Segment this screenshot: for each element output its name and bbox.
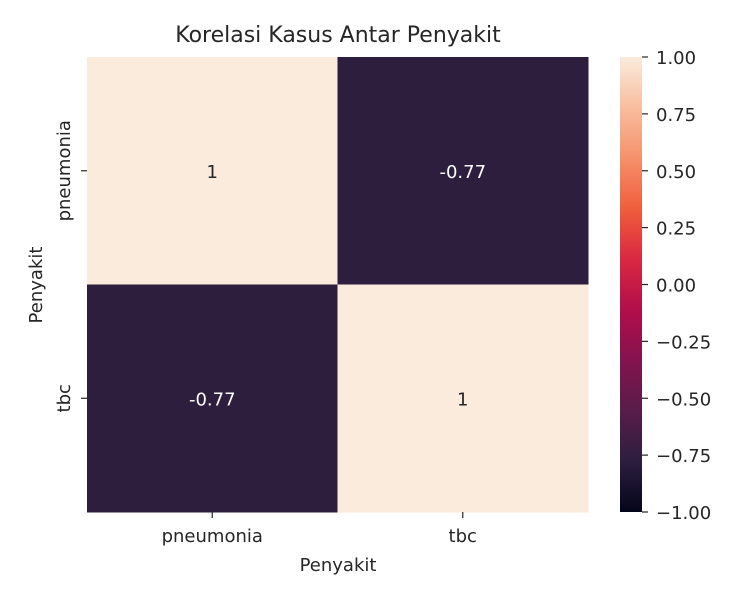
heatmap-cell (87, 284, 338, 513)
y-tick-label: pneumonia (54, 120, 75, 221)
colorbar-tick-label: 0.00 (656, 276, 696, 297)
heatmap-cells (87, 57, 589, 513)
heatmap-cell-labels: 1 -0.77 -0.77 1 (189, 162, 486, 411)
y-axis-label: Penyakit (26, 247, 47, 324)
chart-title: Korelasi Kasus Antar Penyakit (175, 23, 501, 48)
heatmap-cell (87, 57, 338, 285)
heatmap-cell (337, 57, 589, 285)
cell-value-label: -0.77 (439, 162, 486, 183)
x-axis-label: Penyakit (300, 555, 377, 576)
x-tick-label: tbc (449, 526, 477, 547)
cell-value-label: -0.77 (189, 389, 236, 410)
colorbar-tick-label: 0.25 (656, 219, 696, 240)
colorbar-ticks: 1.00 0.75 0.50 0.25 0.00 −0.25 −0.50 −0.75 −1.00 (642, 48, 711, 524)
colorbar (620, 57, 642, 512)
colorbar-tick-label: 1.00 (656, 48, 696, 69)
x-tick-label: pneumonia (162, 526, 263, 547)
y-axis-ticks: pneumonia tbc (54, 120, 87, 412)
cell-value-label: 1 (457, 389, 468, 410)
colorbar-tick-label: −1.00 (656, 503, 711, 524)
colorbar-tick-label: 0.50 (656, 162, 696, 183)
colorbar-tick-label: −0.25 (656, 332, 711, 353)
heatmap-cell (337, 284, 589, 513)
x-axis-ticks: pneumonia tbc (162, 512, 477, 547)
cell-value-label: 1 (207, 162, 218, 183)
y-tick-label: tbc (54, 384, 75, 412)
colorbar-tick-label: −0.50 (656, 389, 711, 410)
colorbar-tick-label: −0.75 (656, 446, 711, 467)
colorbar-tick-label: 0.75 (656, 105, 696, 126)
